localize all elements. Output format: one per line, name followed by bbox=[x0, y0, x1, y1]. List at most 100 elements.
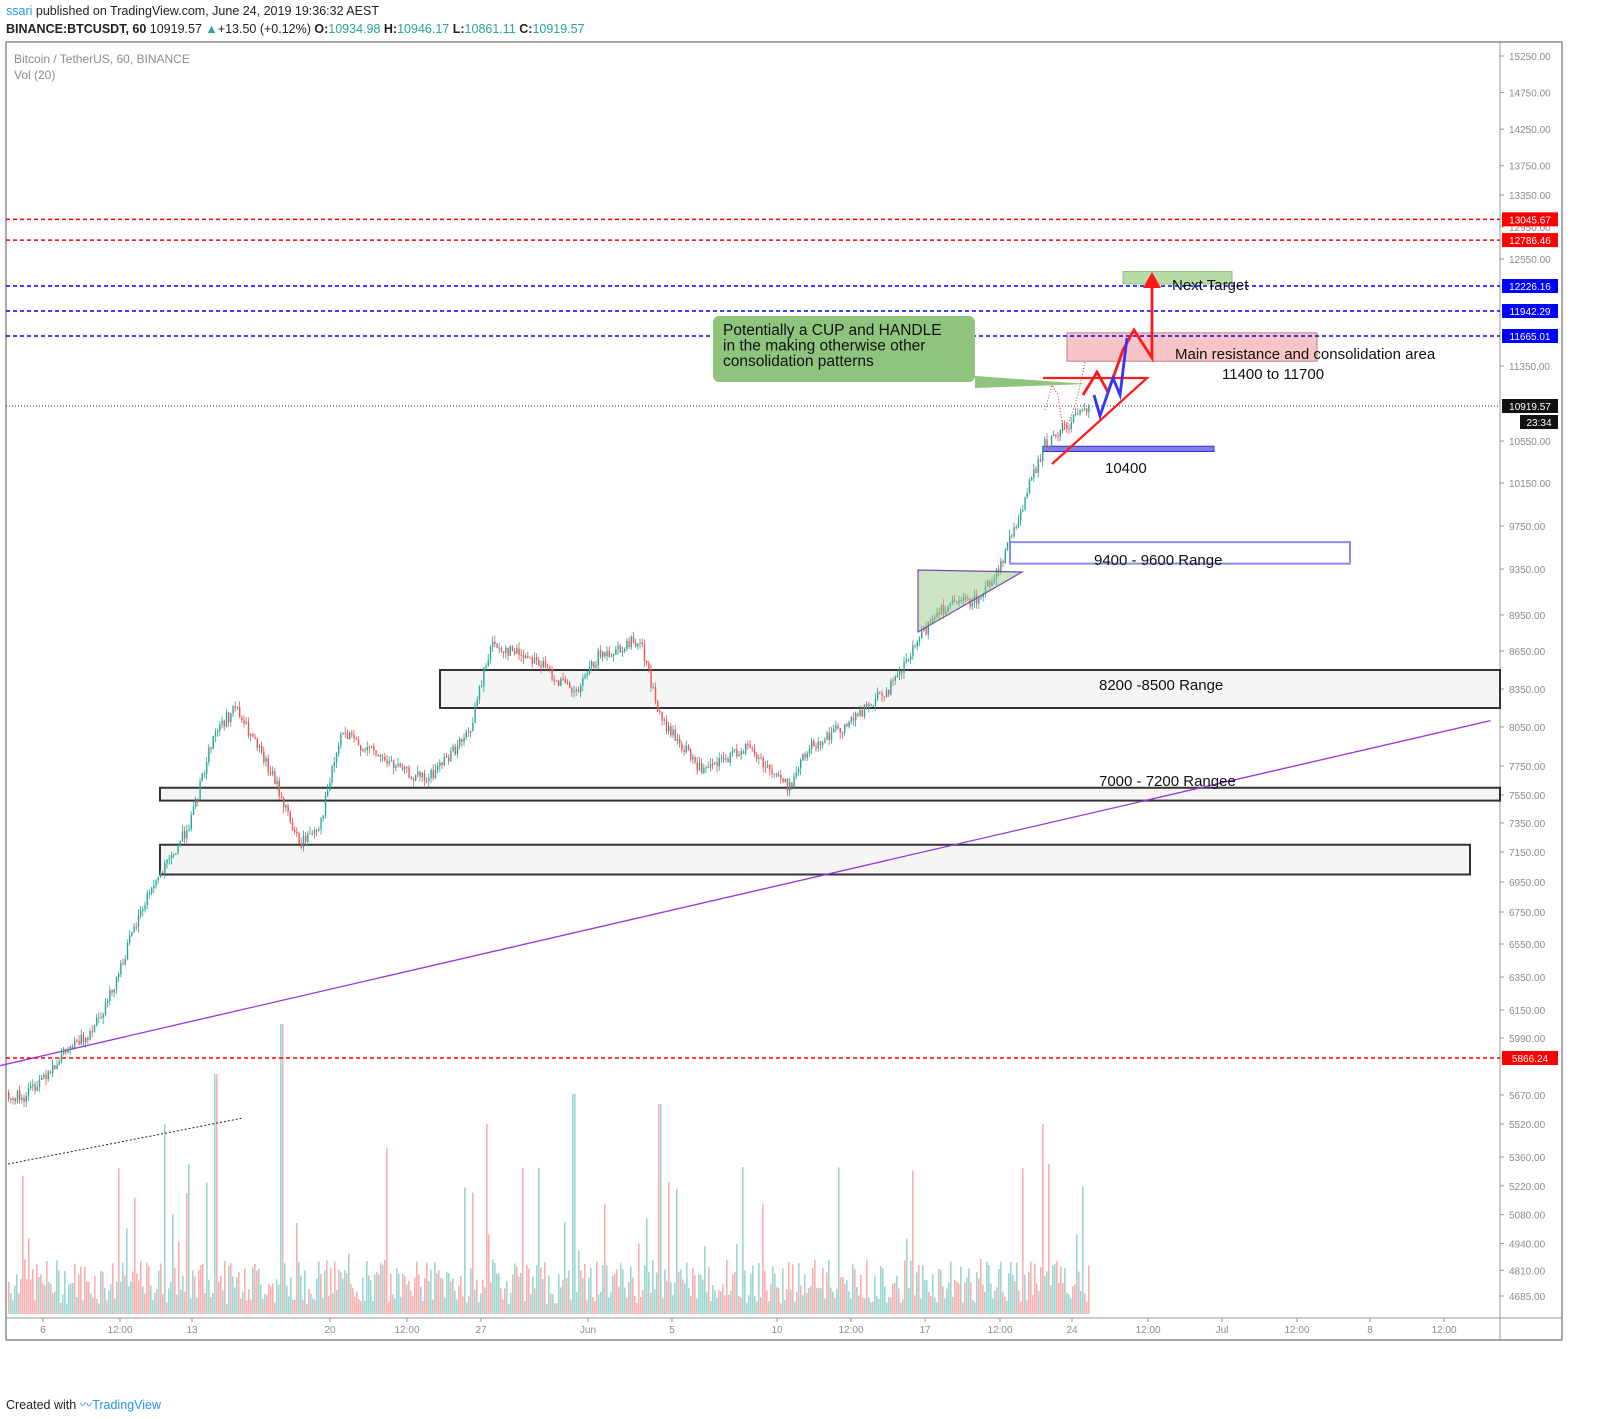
candle-body bbox=[164, 862, 166, 874]
volume-bar bbox=[496, 1273, 498, 1314]
candle-body bbox=[591, 661, 593, 667]
volume-bar bbox=[542, 1279, 544, 1314]
volume-bar bbox=[516, 1266, 518, 1314]
volume-bar bbox=[408, 1280, 410, 1314]
zone-7000-7200 bbox=[159, 843, 1471, 876]
volume-bar bbox=[156, 1289, 158, 1314]
candle-body bbox=[291, 821, 294, 831]
candle-body bbox=[410, 777, 412, 780]
volume-bar bbox=[570, 1299, 572, 1314]
volume-bar bbox=[324, 1269, 326, 1314]
volume-bar bbox=[690, 1296, 692, 1314]
current-price-label: 10919.57 bbox=[1509, 402, 1551, 413]
candle-body bbox=[454, 746, 456, 755]
volume-bar bbox=[114, 1298, 116, 1314]
volume-bar bbox=[168, 1288, 170, 1314]
candle-body bbox=[456, 745, 459, 755]
volume-bar bbox=[462, 1296, 464, 1314]
volume-bar bbox=[74, 1263, 76, 1314]
volume-bar bbox=[828, 1259, 830, 1314]
volume-bar bbox=[1010, 1261, 1012, 1314]
volume-bar bbox=[160, 1263, 162, 1314]
volume-bar bbox=[990, 1283, 992, 1314]
volume-bar bbox=[670, 1282, 672, 1314]
candle-body bbox=[879, 691, 881, 693]
volume-bar bbox=[90, 1293, 92, 1314]
candle-body bbox=[144, 905, 146, 910]
volume-bar bbox=[778, 1288, 780, 1314]
candle-body bbox=[505, 647, 507, 653]
volume-bar bbox=[26, 1279, 28, 1314]
volume-bar bbox=[282, 1024, 284, 1314]
candle-body bbox=[225, 712, 228, 727]
candle-body bbox=[848, 721, 850, 727]
candle-body bbox=[606, 650, 608, 657]
target-arrow-icon bbox=[1143, 272, 1161, 288]
volume-bar bbox=[790, 1290, 792, 1314]
candle-body bbox=[507, 647, 509, 656]
volume-bar bbox=[334, 1261, 336, 1314]
y-tick-label: 8950.00 bbox=[1509, 611, 1546, 622]
candle-body bbox=[142, 909, 144, 911]
candle-body bbox=[265, 758, 267, 763]
volume-bar bbox=[190, 1298, 192, 1314]
volume-bar bbox=[742, 1167, 744, 1314]
candle-body bbox=[113, 989, 115, 993]
volume-bar bbox=[682, 1279, 684, 1314]
volume-bar bbox=[1048, 1164, 1050, 1314]
volume-bar bbox=[474, 1289, 476, 1314]
candle-body bbox=[954, 599, 956, 602]
volume-bar bbox=[246, 1300, 248, 1314]
volume-bar bbox=[502, 1299, 504, 1314]
candle-body bbox=[261, 745, 263, 753]
volume-bar bbox=[1004, 1296, 1006, 1314]
volume-bar bbox=[208, 1279, 210, 1314]
candle-body bbox=[932, 618, 934, 623]
candle-body bbox=[287, 805, 289, 812]
candle-body bbox=[1072, 414, 1075, 423]
volume-bar bbox=[560, 1287, 562, 1314]
volume-bar bbox=[934, 1297, 936, 1314]
price-line-tag bbox=[1502, 329, 1558, 343]
candle-body bbox=[881, 692, 883, 697]
volume-bar bbox=[152, 1300, 154, 1314]
candle-body bbox=[566, 682, 569, 684]
candle-body bbox=[120, 963, 122, 975]
volume-bar bbox=[840, 1277, 842, 1314]
candle-body bbox=[745, 743, 747, 754]
volume-bar bbox=[40, 1274, 42, 1314]
candle-body bbox=[426, 780, 428, 782]
candle-body bbox=[421, 773, 423, 778]
volume-bar bbox=[382, 1264, 384, 1314]
volume-bar bbox=[602, 1265, 604, 1314]
volume-bar bbox=[138, 1280, 140, 1314]
volume-bar bbox=[1006, 1300, 1008, 1314]
volume-bar bbox=[310, 1293, 312, 1314]
tradingview-brand[interactable]: TradingView bbox=[92, 1398, 161, 1412]
candle-body bbox=[27, 1088, 30, 1096]
volume-bar bbox=[1042, 1124, 1044, 1314]
volume-bar bbox=[430, 1269, 432, 1314]
volume-bar bbox=[1026, 1300, 1028, 1314]
volume-bar bbox=[814, 1259, 816, 1314]
candle-body bbox=[782, 778, 784, 783]
volume-bar bbox=[360, 1300, 362, 1314]
candle-body bbox=[883, 696, 885, 698]
x-tick-label: 13 bbox=[186, 1325, 198, 1336]
candle-body bbox=[696, 762, 698, 771]
candle-body bbox=[467, 731, 470, 733]
candle-body bbox=[71, 1046, 74, 1049]
volume-subtitle: Vol (20) bbox=[14, 68, 55, 82]
volume-bar bbox=[630, 1266, 632, 1314]
volume-bar bbox=[594, 1301, 596, 1314]
volume-bar bbox=[1030, 1261, 1032, 1314]
volume-bar bbox=[188, 1164, 190, 1314]
candle-body bbox=[25, 1095, 27, 1102]
candle-body bbox=[665, 719, 668, 732]
author-link[interactable]: ssari bbox=[6, 4, 33, 18]
candle-body bbox=[368, 747, 371, 749]
low-label: L: bbox=[452, 22, 465, 36]
volume-bar bbox=[654, 1289, 656, 1314]
volume-bar bbox=[256, 1270, 258, 1314]
